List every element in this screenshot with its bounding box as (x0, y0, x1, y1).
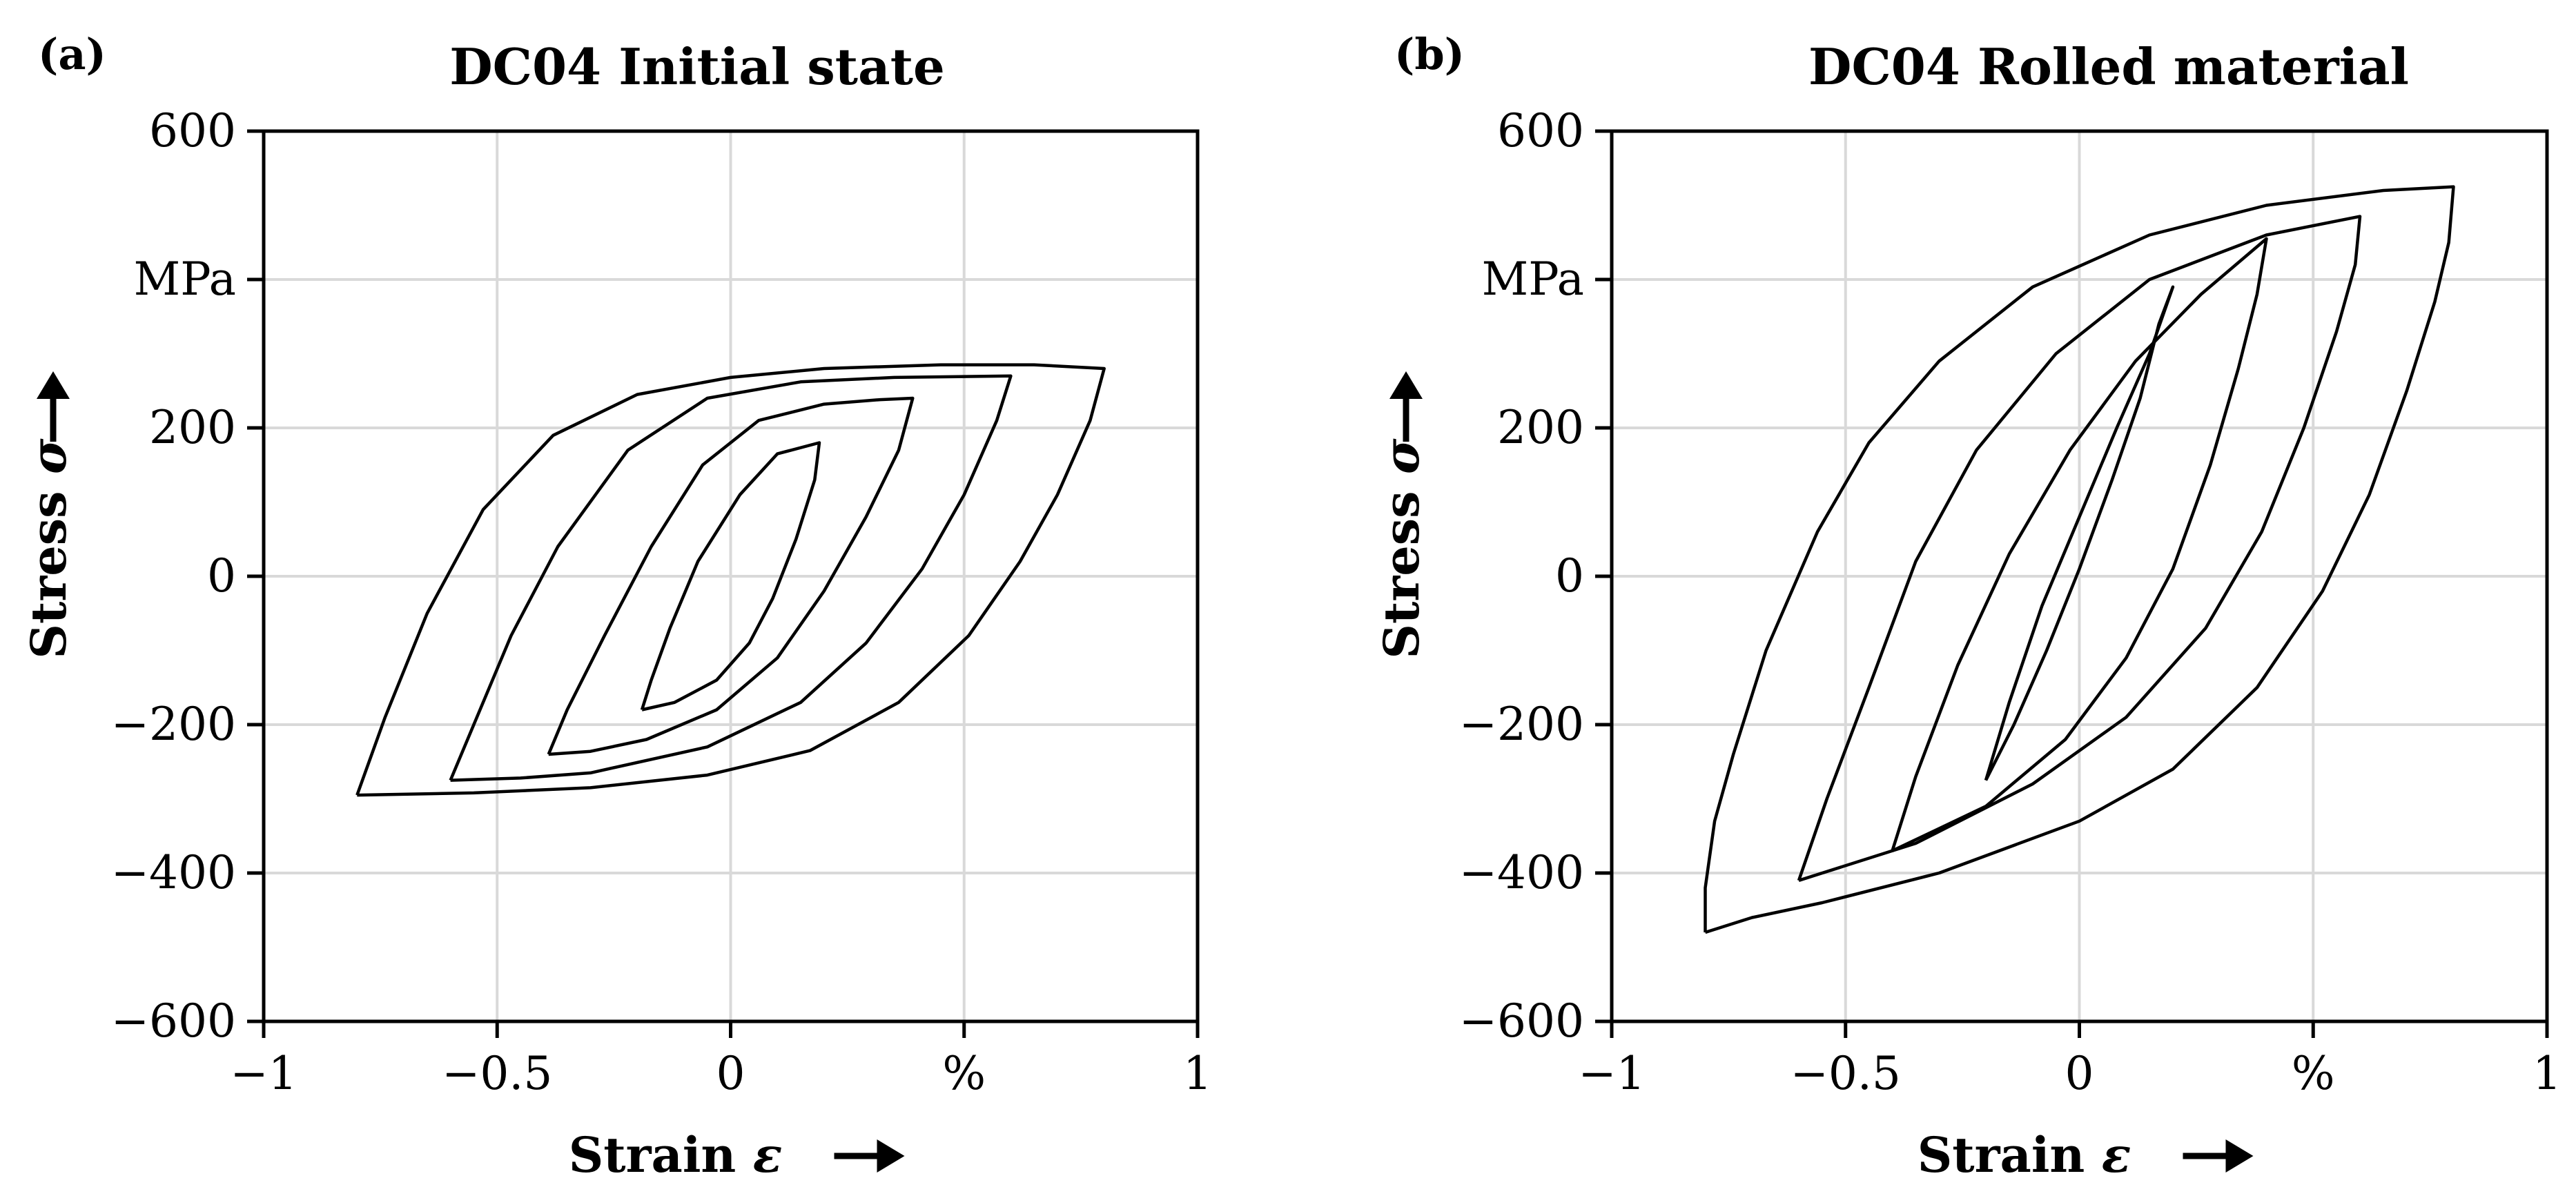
hysteresis-loop-1 (1984, 285, 2175, 781)
x-axis-arrowhead-icon (877, 1139, 905, 1173)
chart-panel-2: (b) DC04 Rolled material −1 −0.5 0% 1 −600 −400… (1373, 29, 2562, 1184)
hysteresis-loop-3 (1797, 215, 2362, 882)
x-tick-label: −0.5 (442, 1047, 552, 1100)
x-tick-label: 1 (2533, 1047, 2562, 1100)
y-tick-label: −600 (111, 994, 236, 1048)
panel-label: (a) (38, 29, 106, 79)
chart-title: DC04 Initial state (449, 37, 945, 96)
hysteresis-loop-4 (1704, 185, 2455, 934)
x-tick-label: −1 (230, 1047, 297, 1100)
x-tick-label: 0 (716, 1047, 745, 1100)
x-tick-label: 1 (1183, 1047, 1212, 1100)
y-tick-label: MPa (134, 253, 236, 306)
x-tick-label: 0 (2065, 1047, 2094, 1100)
x-axis-symbol: ε (753, 1126, 783, 1184)
panel-label: (b) (1394, 29, 1465, 79)
x-axis-label: Strain ε (569, 1126, 783, 1184)
hysteresis-loop-4 (355, 363, 1106, 797)
y-tick-label: −200 (111, 698, 236, 751)
y-axis-label-text: Stress (1373, 474, 1430, 659)
y-axis-label: Stress σ (1373, 438, 1430, 659)
y-axis-symbol: σ (20, 438, 77, 474)
y-tick-label: −200 (1459, 698, 1584, 751)
y-tick-label: 600 (149, 104, 236, 157)
x-axis-label-text: Strain (1918, 1126, 2102, 1184)
x-tick-label: % (942, 1047, 986, 1100)
x-axis-label-text: Strain (569, 1126, 753, 1184)
x-tick-label: % (2292, 1047, 2335, 1100)
x-axis-label: Strain ε (1918, 1126, 2131, 1184)
hysteresis-loop-1 (640, 441, 821, 712)
y-tick-label: MPa (1482, 253, 1584, 306)
y-tick-label: 0 (207, 549, 236, 602)
x-axis-symbol: ε (2102, 1126, 2131, 1184)
x-tick-label: −0.5 (1790, 1047, 1901, 1100)
hysteresis-loop-3 (449, 374, 1013, 782)
x-tick-label: −1 (1578, 1047, 1645, 1100)
x-axis-arrowhead-icon (2225, 1139, 2254, 1173)
y-tick-label: 200 (149, 401, 236, 454)
y-axis-arrowhead-icon (37, 371, 70, 399)
y-tick-label: −400 (111, 846, 236, 899)
hysteresis-loop-2 (547, 396, 915, 756)
y-tick-label: 200 (1497, 401, 1584, 454)
y-tick-label: −600 (1459, 994, 1584, 1048)
y-tick-label: 600 (1497, 104, 1584, 157)
y-axis-label: Stress σ (20, 438, 77, 659)
chart-panel-1: (a) DC04 Initial state −1 −0.5 0% 1 −600 −400 −2… (20, 29, 1212, 1184)
chart-title: DC04 Rolled material (1808, 37, 2409, 96)
y-axis-arrowhead-icon (1389, 371, 1423, 399)
y-axis-label-text: Stress (20, 474, 77, 659)
hysteresis-loop-2 (1891, 237, 2268, 852)
y-tick-label: 0 (1555, 549, 1584, 602)
y-axis-symbol: σ (1373, 438, 1430, 474)
y-tick-label: −400 (1459, 846, 1584, 899)
